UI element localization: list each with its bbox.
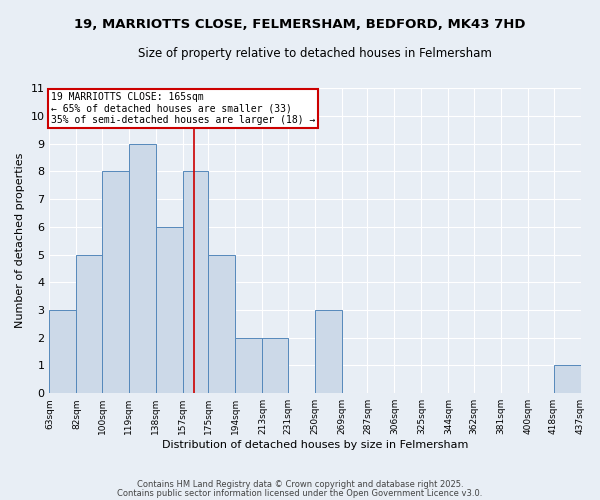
Bar [156,227,183,393]
Y-axis label: Number of detached properties: Number of detached properties [15,153,25,328]
Text: Contains public sector information licensed under the Open Government Licence v3: Contains public sector information licen… [118,488,482,498]
Bar [129,144,156,393]
Text: 19, MARRIOTTS CLOSE, FELMERSHAM, BEDFORD, MK43 7HD: 19, MARRIOTTS CLOSE, FELMERSHAM, BEDFORD… [74,18,526,30]
Bar [554,366,581,393]
Bar [208,254,235,393]
Bar [315,310,342,393]
Bar [76,254,102,393]
X-axis label: Distribution of detached houses by size in Felmersham: Distribution of detached houses by size … [162,440,468,450]
Title: Size of property relative to detached houses in Felmersham: Size of property relative to detached ho… [138,48,492,60]
Text: 19 MARRIOTTS CLOSE: 165sqm
← 65% of detached houses are smaller (33)
35% of semi: 19 MARRIOTTS CLOSE: 165sqm ← 65% of deta… [51,92,315,126]
Bar [183,172,208,393]
Bar [49,310,76,393]
Bar [102,172,129,393]
Bar [235,338,262,393]
Bar [262,338,288,393]
Text: Contains HM Land Registry data © Crown copyright and database right 2025.: Contains HM Land Registry data © Crown c… [137,480,463,489]
